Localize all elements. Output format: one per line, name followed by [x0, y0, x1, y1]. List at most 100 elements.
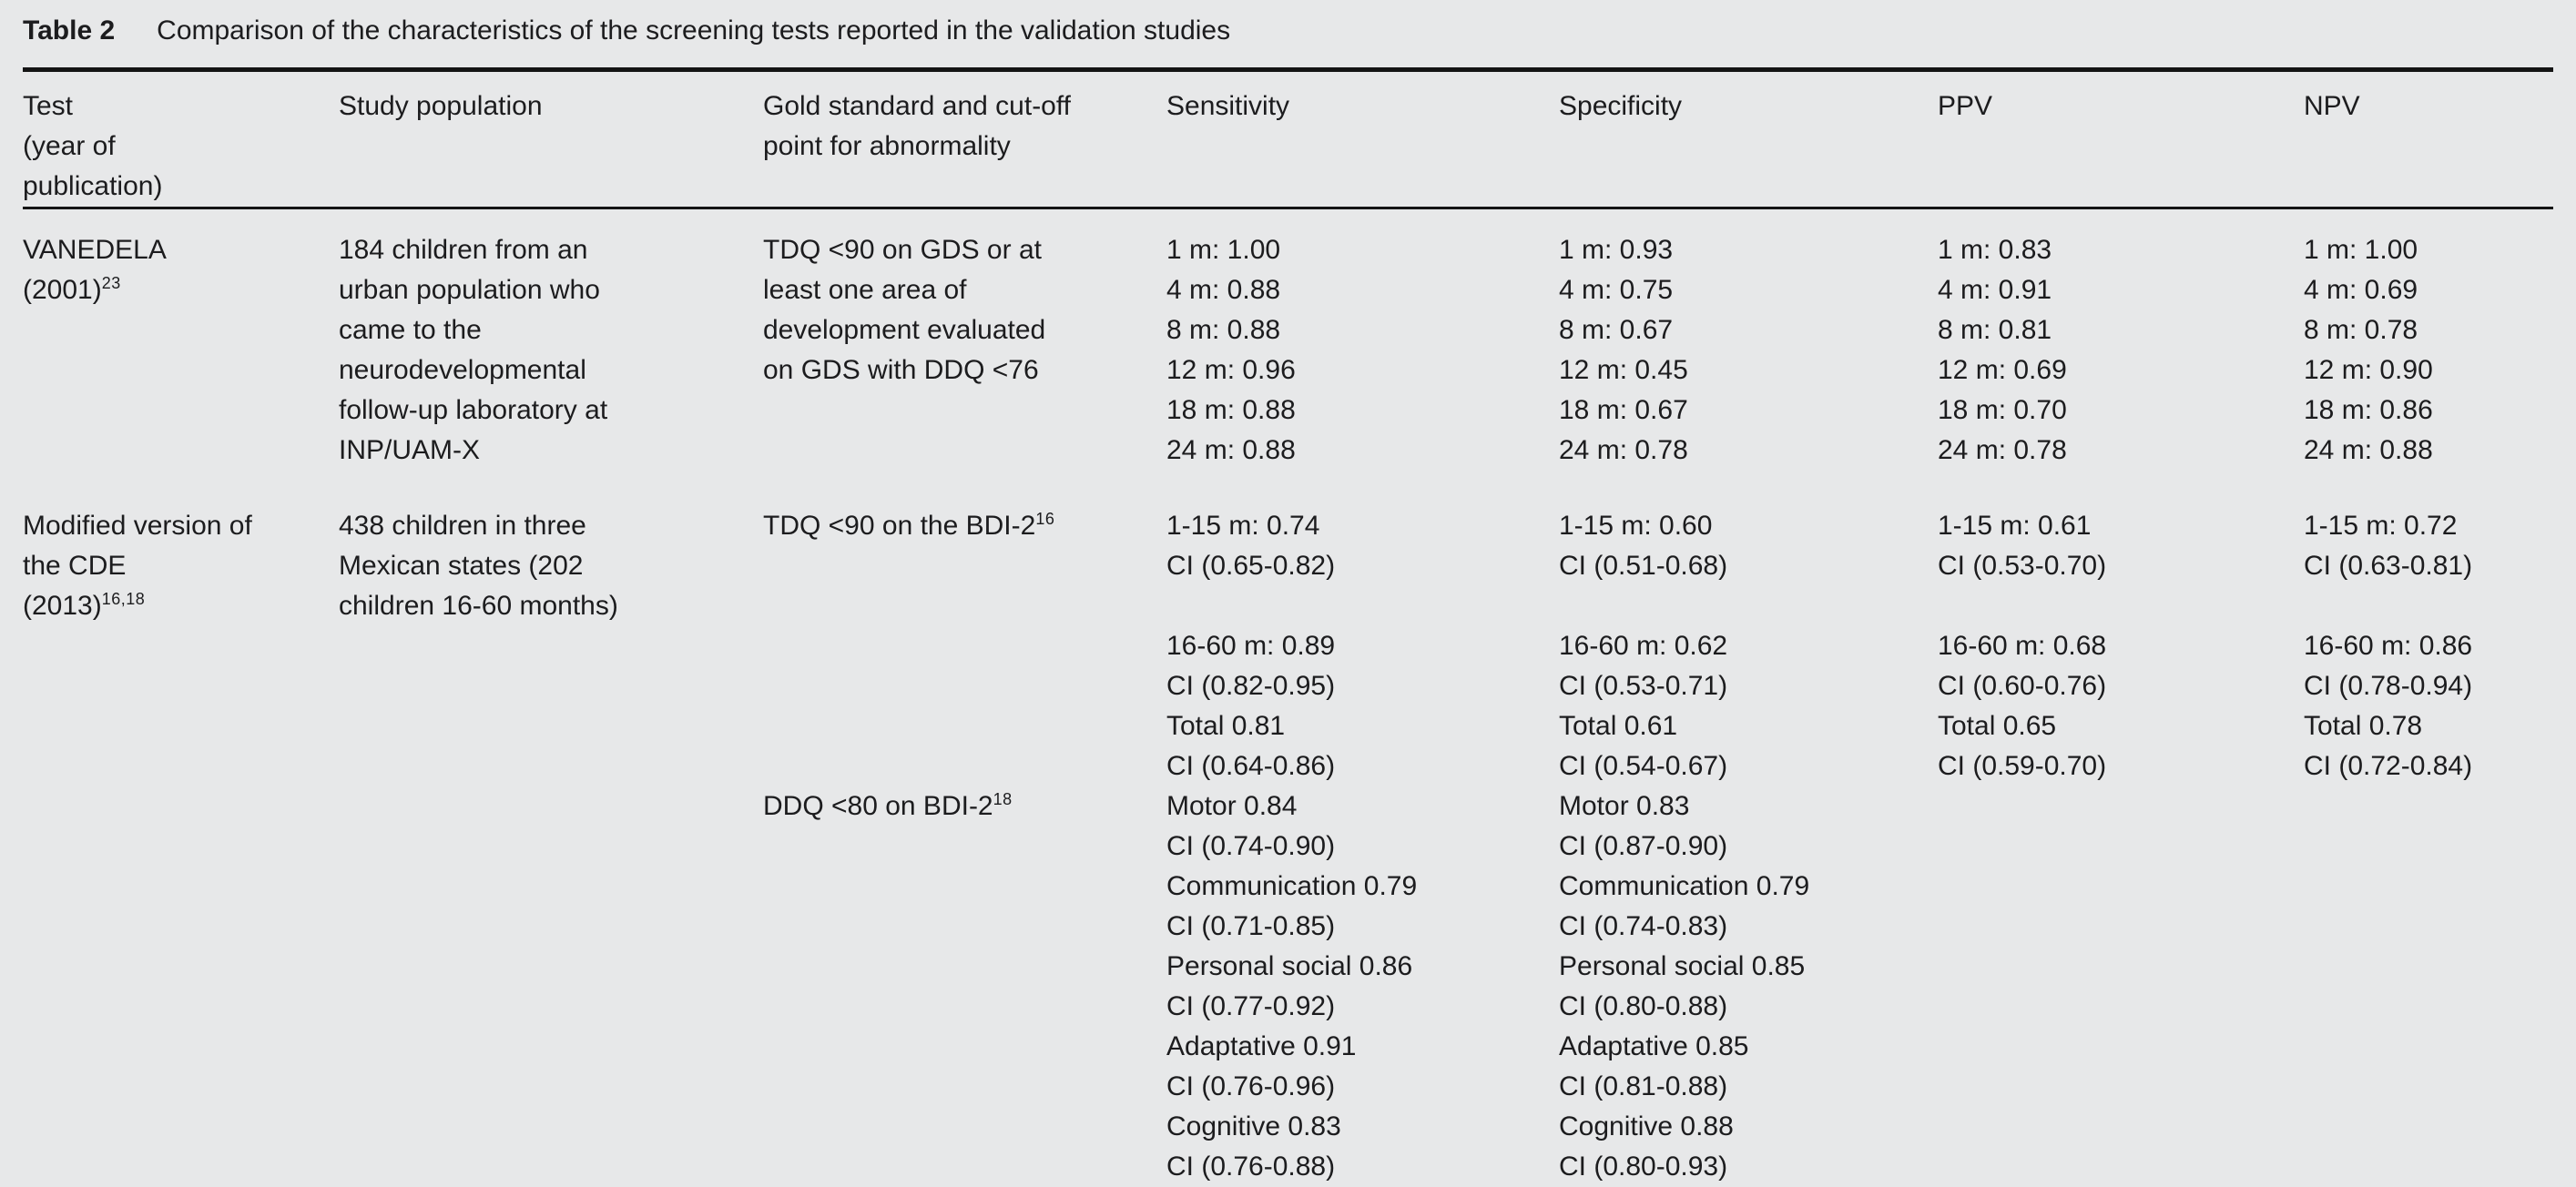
cell-line: 18 m: 0.86: [2304, 395, 2433, 425]
cell-line: 16-60 m: 0.62: [1559, 631, 1728, 661]
gold-standard-cell: DDQ <80 on BDI-218: [763, 786, 1166, 1187]
cell-line: Motor 0.83: [1559, 791, 1690, 821]
cell-line: 12 m: 0.96: [1166, 355, 1296, 385]
header-line: Gold standard and cut-off: [763, 91, 1071, 121]
cell-line: 12 m: 0.69: [1938, 355, 2067, 385]
cell-line: 8 m: 0.67: [1559, 315, 1674, 345]
cell-line: Total 0.78: [2304, 711, 2423, 741]
column-header-gold-standard: Gold standard and cut-off point for abnor…: [763, 86, 1166, 207]
cell-line: children 16-60 months): [339, 591, 618, 621]
cell-line: CI (0.82-0.95): [1166, 671, 1336, 701]
cell-line: Total 0.81: [1166, 711, 1286, 741]
cell-line: 1-15 m: 0.61: [1938, 511, 2092, 541]
cell-line: Adaptative 0.85: [1559, 1031, 1749, 1061]
cell-line: CI (0.76-0.96): [1166, 1071, 1336, 1101]
npv-cell: 1-15 m: 0.72 CI (0.63-0.81) 16-60 m: 0.86 C…: [2304, 506, 2553, 786]
cell-line: 24 m: 0.88: [1166, 435, 1296, 465]
cell-block: 1-15 m: 0.74 CI (0.65-0.82): [1166, 506, 1550, 586]
cell-line: DDQ <80 on BDI-218: [763, 790, 1013, 821]
cell-line: 4 m: 0.88: [1166, 275, 1281, 305]
cell-block: 16-60 m: 0.86 CI (0.78-0.94) Total 0.78 CI …: [2304, 626, 2544, 786]
cell-line: the CDE: [23, 551, 127, 581]
cell-line: 8 m: 0.88: [1166, 315, 1281, 345]
cell-block: 16-60 m: 0.62 CI (0.53-0.71) Total 0.61 CI …: [1559, 626, 1929, 786]
cell-line: on GDS with DDQ <76: [763, 355, 1039, 385]
cell-line: CI (0.76-0.88): [1166, 1151, 1336, 1182]
header-line: NPV: [2304, 91, 2360, 121]
cell-line: 24 m: 0.78: [1559, 435, 1688, 465]
ppv-cell: 1 m: 0.83 4 m: 0.91 8 m: 0.81 12 m: 0.69 18 …: [1938, 230, 2304, 471]
cell-line: 438 children in three: [339, 511, 586, 541]
cell-line: follow-up laboratory at: [339, 395, 608, 425]
row-vanedela-2001: VANEDELA (2001)23 184 children from an urba…: [23, 230, 2553, 471]
cell-block: 438 children in three Mexican states (202…: [339, 506, 754, 626]
cell-line: Cognitive 0.83: [1166, 1111, 1341, 1141]
row-cde-2013-tdq: Modified version of the CDE (2013)16,18 438…: [23, 506, 2553, 786]
column-header-specificity: Specificity: [1559, 86, 1938, 207]
header-row: Test (year of publication) Study population…: [23, 72, 2553, 207]
cell-line: CI (0.59-0.70): [1938, 751, 2107, 781]
cell-block: Modified version of the CDE (2013)16,18: [23, 506, 330, 626]
cell-line: CI (0.74-0.90): [1166, 831, 1336, 861]
cell-line: Communication 0.79: [1166, 871, 1418, 901]
cell-block: 1-15 m: 0.72 CI (0.63-0.81): [2304, 506, 2544, 586]
cell-block: 1 m: 0.83 4 m: 0.91 8 m: 0.81 12 m: 0.69 18 …: [1938, 230, 2295, 471]
table-body: VANEDELA (2001)23 184 children from an urba…: [23, 230, 2553, 1187]
cell-line: 1 m: 1.00: [2304, 235, 2418, 265]
npv-cell: 1 m: 1.00 4 m: 0.69 8 m: 0.78 12 m: 0.90 18 …: [2304, 230, 2553, 471]
cell-line: Total 0.61: [1559, 711, 1678, 741]
cell-line: Total 0.65: [1938, 711, 2057, 741]
cell-line: 18 m: 0.88: [1166, 395, 1296, 425]
cell-block: 16-60 m: 0.68 CI (0.60-0.76) Total 0.65 CI …: [1938, 626, 2295, 786]
cell-line: 18 m: 0.70: [1938, 395, 2067, 425]
cell-line: 1 m: 1.00: [1166, 235, 1281, 265]
header-line: point for abnormality: [763, 131, 1011, 161]
cell-line: TDQ <90 on GDS or at: [763, 235, 1042, 265]
cell-line: 184 children from an: [339, 235, 588, 265]
cell-line: 24 m: 0.78: [1938, 435, 2067, 465]
cell-line: least one area of: [763, 275, 967, 305]
cell-line: CI (0.53-0.70): [1938, 551, 2107, 581]
cell-line: VANEDELA: [23, 235, 167, 265]
header-line: Study population: [339, 91, 543, 121]
column-header-npv: NPV: [2304, 86, 2553, 207]
cell-line: 16-60 m: 0.68: [1938, 631, 2107, 661]
cell-block: TDQ <90 on GDS or at least one area of dev…: [763, 230, 1157, 391]
sensitivity-cell: Motor 0.84 CI (0.74-0.90) Communication 0.…: [1166, 786, 1559, 1187]
cell-line: came to the: [339, 315, 482, 345]
header-line: (year of: [23, 131, 116, 161]
cell-block: TDQ <90 on the BDI-216: [763, 506, 1157, 546]
cell-line: (2001)23: [23, 274, 121, 305]
header-line: Sensitivity: [1166, 91, 1290, 121]
study-population-cell: 438 children in three Mexican states (202…: [339, 506, 763, 786]
cell-block: 1-15 m: 0.61 CI (0.53-0.70): [1938, 506, 2295, 586]
study-population-cell: [339, 786, 763, 1187]
cell-line: CI (0.77-0.92): [1166, 991, 1336, 1021]
cell-line: 18 m: 0.67: [1559, 395, 1688, 425]
row-cde-2013-ddq: DDQ <80 on BDI-218 Motor 0.84 CI (0.74-0.9…: [23, 786, 2553, 1187]
cell-line: Mexican states (202: [339, 551, 584, 581]
cell-block: 1-15 m: 0.60 CI (0.51-0.68): [1559, 506, 1929, 586]
cell-line: Personal social 0.85: [1559, 951, 1806, 981]
cell-line: 1 m: 0.83: [1938, 235, 2052, 265]
cell-line: CI (0.81-0.88): [1559, 1071, 1728, 1101]
cell-line: TDQ <90 on the BDI-216: [763, 510, 1055, 541]
cell-block: VANEDELA (2001)23: [23, 230, 330, 310]
cell-line: (2013)16,18: [23, 590, 146, 621]
cell-line: 24 m: 0.88: [2304, 435, 2433, 465]
header-line: PPV: [1938, 91, 1993, 121]
sensitivity-cell: 1-15 m: 0.74 CI (0.65-0.82) 16-60 m: 0.89 C…: [1166, 506, 1559, 786]
cell-line: CI (0.71-0.85): [1166, 911, 1336, 941]
cell-line: 8 m: 0.81: [1938, 315, 2052, 345]
cell-line: Motor 0.84: [1166, 791, 1298, 821]
cell-line: 4 m: 0.69: [2304, 275, 2418, 305]
header-rule: [23, 207, 2553, 209]
column-header-test: Test (year of publication): [23, 86, 339, 207]
cell-line: CI (0.51-0.68): [1559, 551, 1728, 581]
cell-line: CI (0.64-0.86): [1166, 751, 1336, 781]
cell-line: CI (0.54-0.67): [1559, 751, 1728, 781]
cell-block: 1 m: 1.00 4 m: 0.69 8 m: 0.78 12 m: 0.90 18 …: [2304, 230, 2544, 471]
cell-line: 12 m: 0.90: [2304, 355, 2433, 385]
column-header-sensitivity: Sensitivity: [1166, 86, 1559, 207]
